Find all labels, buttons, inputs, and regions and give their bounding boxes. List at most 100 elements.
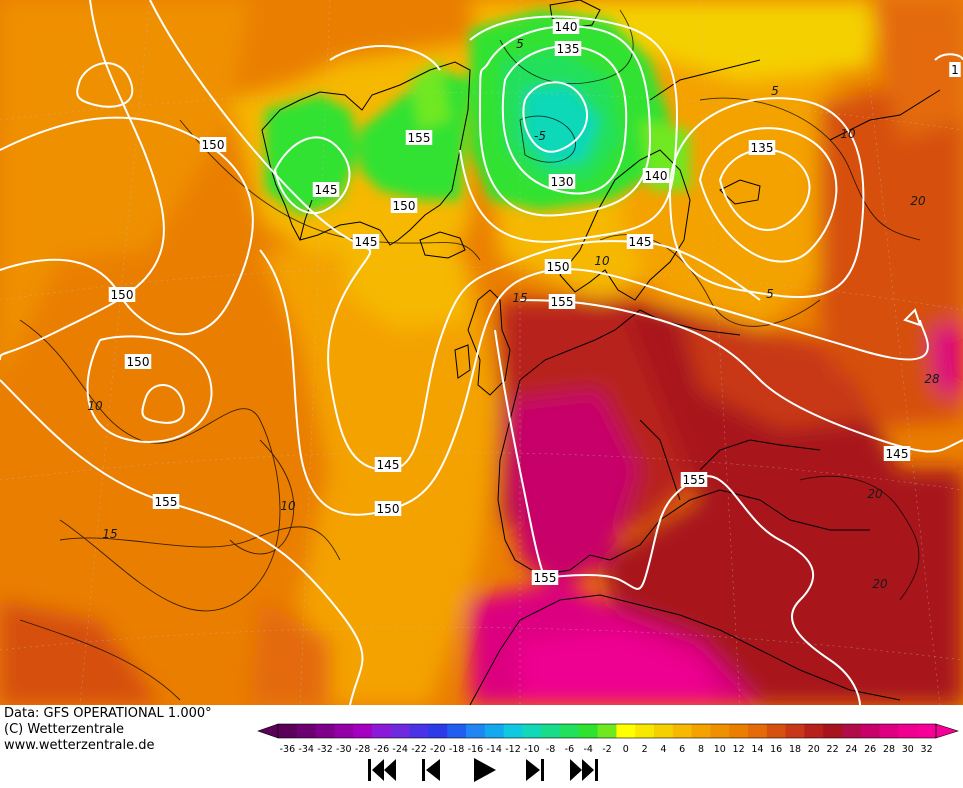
colorbar-swatch <box>296 724 316 738</box>
colorbar-tick-labels: -36 -34 -32 -30 -28 -26 -24 -22 -20 -18 -16 -14 -12-… <box>280 744 933 755</box>
isotherm-label: 5 <box>516 37 524 51</box>
height-label: 150 <box>199 137 227 152</box>
colorbar-tick-label: -34 <box>298 744 314 755</box>
height-label-text: 145 <box>377 458 400 472</box>
colorbar-tick-label: -8 <box>546 744 555 755</box>
colorbar-swatch <box>409 724 429 738</box>
play-icon <box>474 758 496 782</box>
colorbar-swatch <box>898 724 918 738</box>
colorbar-tick-label: -20 <box>430 744 446 755</box>
height-label-text: 140 <box>645 169 668 183</box>
copyright-line: (C) Wetterzentrale <box>4 722 125 737</box>
colorbar-swatch <box>503 724 523 738</box>
height-label-text: 150 <box>111 288 134 302</box>
height-label-text: 145 <box>629 235 652 249</box>
height-label: 145 <box>374 457 402 472</box>
height-label-text: 155 <box>683 473 706 487</box>
colorbar-tick-label: 24 <box>845 744 857 755</box>
colorbar-tick-label: -6 <box>565 744 574 755</box>
play-button[interactable] <box>468 756 498 784</box>
height-label: 140 <box>552 19 580 34</box>
height-label-text: 145 <box>886 447 909 461</box>
height-label: 145 <box>883 446 911 461</box>
step-forward-icon <box>526 759 544 781</box>
isotherm-label: 20 <box>910 194 926 208</box>
isotherm-label: 20 <box>867 487 883 501</box>
colorbar-swatch <box>484 724 504 738</box>
colorbar-swatch <box>466 724 486 738</box>
isotherm-label: 15 <box>512 291 527 305</box>
colorbar-swatch <box>447 724 467 738</box>
geopotential-contours <box>0 0 963 705</box>
colorbar-swatch <box>541 724 561 738</box>
colorbar-max-arrow <box>935 723 959 739</box>
height-label: 135 <box>554 41 582 56</box>
height-label: 140 <box>642 168 670 183</box>
height-label-text: 130 <box>551 175 574 189</box>
colorbar-tick-label: 4 <box>660 744 666 755</box>
colorbar-swatch <box>616 724 636 738</box>
colorbar-tick-label: -14 <box>486 744 502 755</box>
height-label: 135 <box>748 140 776 155</box>
colorbar-tick-label: -28 <box>355 744 371 755</box>
height-label: 150 <box>108 287 136 302</box>
height-label-text: 145 <box>315 183 338 197</box>
colorbar-min-arrow <box>257 723 279 739</box>
colorbar-swatch <box>654 724 674 738</box>
isotherm-label: -5 <box>534 129 546 143</box>
colorbar-swatch <box>278 724 298 738</box>
height-label-text: 140 <box>555 20 578 34</box>
height-label: 155 <box>531 570 559 585</box>
data-source-line: Data: GFS OPERATIONAL 1.000° <box>4 706 212 721</box>
last-frame-button[interactable] <box>566 756 604 784</box>
isotherm-label: 5 <box>766 287 774 301</box>
colorbar-swatch <box>842 724 862 738</box>
colorbar-swatch <box>334 724 354 738</box>
colorbar-tick-label: 12 <box>733 744 745 755</box>
height-label: 155 <box>405 130 433 145</box>
colorbar-swatch <box>729 724 749 738</box>
colorbar-tick-label: 30 <box>902 744 914 755</box>
first-frame-button[interactable] <box>364 756 400 784</box>
colorbar-swatch <box>428 724 448 738</box>
playback-controls <box>364 756 604 784</box>
colorbar-swatch <box>635 724 655 738</box>
previous-frame-button[interactable] <box>416 756 446 784</box>
height-label-text: 1 <box>951 63 959 77</box>
isotherm-label: 10 <box>87 399 103 413</box>
colorbar-tick-label: 26 <box>864 744 876 755</box>
height-label: 155 <box>152 494 180 509</box>
colorbar-tick-label: 14 <box>751 744 763 755</box>
colorbar-tick-label: 28 <box>883 744 895 755</box>
height-label-text: 135 <box>557 42 580 56</box>
isotherm-label: 10 <box>594 254 610 268</box>
colorbar-tick-label: -2 <box>602 744 611 755</box>
next-frame-button[interactable] <box>520 756 550 784</box>
coastlines <box>261 0 941 705</box>
colorbar-swatch <box>522 724 542 738</box>
colorbar-swatch <box>691 724 711 738</box>
colorbar-swatch <box>315 724 335 738</box>
temperature-colorbar: -36 -34 -32 -30 -28 -26 -24 -22 -20 -18 -16 -14 -12-… <box>257 723 959 755</box>
colorbar-swatch <box>823 724 843 738</box>
height-label: 150 <box>544 259 572 274</box>
colorbar-swatch <box>879 724 899 738</box>
colorbar-tick-label: 10 <box>714 744 726 755</box>
height-label: 1 <box>949 62 961 77</box>
isotherm-label: 15 <box>102 527 117 541</box>
colorbar-tick-label: -10 <box>524 744 540 755</box>
colorbar-swatch <box>766 724 786 738</box>
height-label-text: 155 <box>551 295 574 309</box>
colorbar-swatch <box>372 724 392 738</box>
height-label: 150 <box>390 198 418 213</box>
height-label-text: 135 <box>751 141 774 155</box>
colorbar-tick-label: -22 <box>411 744 427 755</box>
website-line: www.wetterzentrale.de <box>4 738 155 753</box>
height-label-text: 155 <box>155 495 178 509</box>
colorbar-swatch <box>597 724 617 738</box>
colorbar-swatch <box>748 724 768 738</box>
colorbar-tick-label: -16 <box>468 744 484 755</box>
